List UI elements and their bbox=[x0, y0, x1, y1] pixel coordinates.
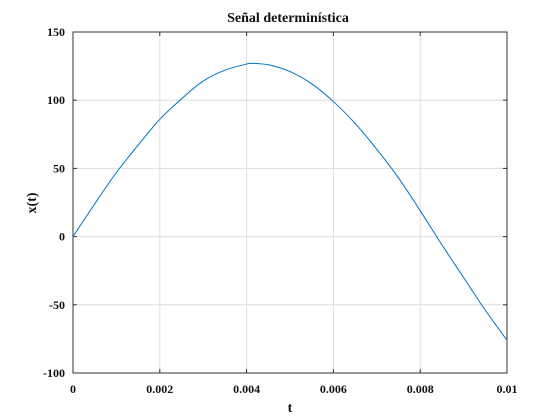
y-tick-label: 150 bbox=[47, 25, 65, 39]
x-tick-label: 0.008 bbox=[407, 382, 434, 396]
x-axis-label: t bbox=[288, 401, 293, 416]
y-tick-labels: -100 -50 0 50 100 150 bbox=[43, 25, 65, 380]
x-tick-label: 0.004 bbox=[233, 382, 260, 396]
y-tick-label: 50 bbox=[53, 161, 65, 175]
y-axis-label: x(t) bbox=[25, 192, 40, 213]
x-tick-label: 0 bbox=[70, 382, 76, 396]
data-series bbox=[72, 62, 508, 341]
x-tick-label: 0.006 bbox=[320, 382, 347, 396]
y-tick-label: 100 bbox=[47, 93, 65, 107]
series-line bbox=[72, 62, 508, 341]
y-tick-label: -100 bbox=[43, 366, 65, 380]
axis-ticks bbox=[72, 31, 508, 374]
y-tick-label: 0 bbox=[59, 230, 65, 244]
chart-title: Señal determinística bbox=[227, 11, 349, 26]
x-tick-labels: 0 0.002 0.004 0.006 0.008 0.01 bbox=[70, 382, 518, 396]
x-tick-label: 0.002 bbox=[146, 382, 173, 396]
x-tick-label: 0.01 bbox=[497, 382, 518, 396]
plot-area-border bbox=[72, 31, 508, 374]
y-tick-label: -50 bbox=[49, 298, 65, 312]
